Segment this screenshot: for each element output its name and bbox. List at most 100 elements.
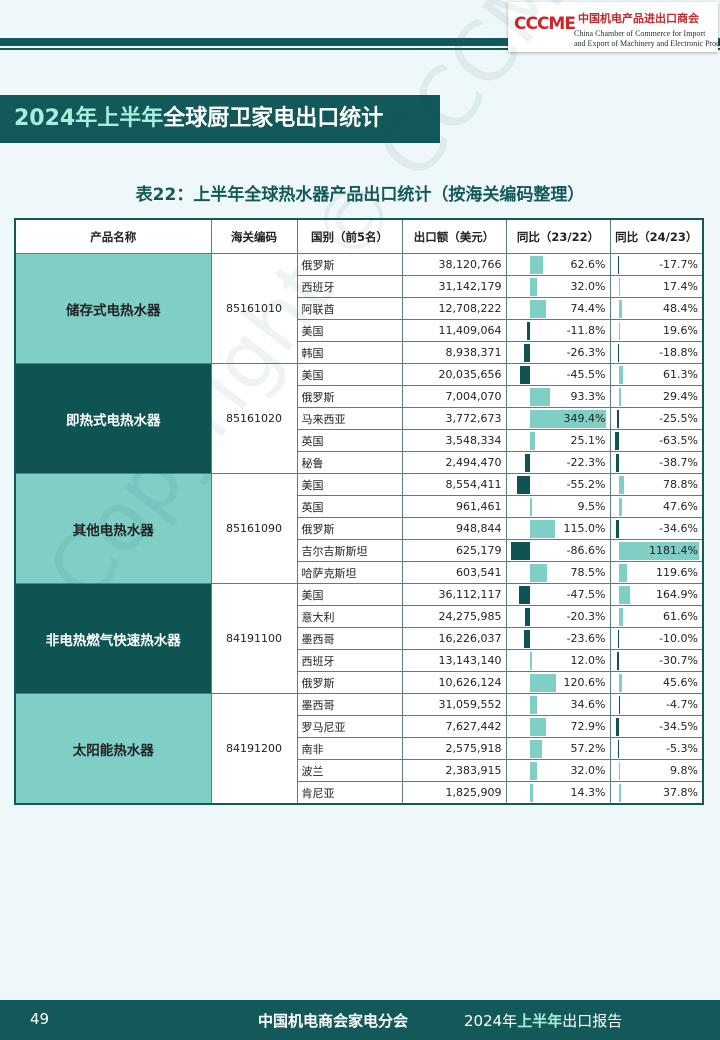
- table: 产品名称 海关编码 国别（前5名） 出口额（美元） 同比（23/22） 同比（24/23）…: [14, 218, 704, 805]
- yoy-cell: 93.3%: [505, 385, 611, 408]
- yoy-label: 32.0%: [570, 764, 606, 777]
- column-header: 国别（前5名）: [296, 218, 403, 254]
- yoy-label: -25.5%: [659, 412, 698, 425]
- export-value: 961,461: [401, 495, 507, 518]
- yoy-label: 78.5%: [570, 566, 606, 579]
- footer-org: 中国机电商会家电分会: [258, 1012, 409, 1030]
- country: 罗马尼亚: [296, 715, 403, 738]
- yoy-label: -4.7%: [666, 698, 698, 711]
- table-row: 即热式电热水器 85161020 美国 20,035,656 -45.5% 61.3%: [14, 363, 704, 474]
- yoy-cell: -10.0%: [609, 627, 704, 650]
- yoy-cell: 164.9%: [609, 583, 704, 606]
- yoy-label: 72.9%: [570, 720, 606, 733]
- footer-report: 2024年上半年出口报告: [464, 1010, 622, 1031]
- yoy-label: 74.4%: [570, 302, 606, 315]
- table-row: 俄罗斯 10,626,124 120.6% 45.6%: [15, 671, 704, 694]
- export-value: 948,844: [401, 517, 507, 540]
- data-bar: [529, 696, 538, 714]
- data-bar: [618, 630, 619, 648]
- yoy-label: -11.8%: [566, 324, 606, 337]
- data-bar: [618, 542, 700, 560]
- column-header: 同比（23/22）: [505, 218, 611, 254]
- hs-code: 85161010: [210, 253, 298, 364]
- yoy-label: 119.6%: [656, 566, 698, 579]
- yoy-label: 34.6%: [570, 698, 606, 711]
- table-row: 马来西亚 3,772,673 349.4% -25.5%: [15, 407, 704, 430]
- data-bar: [618, 762, 620, 780]
- yoy-cell: 25.1%: [505, 429, 611, 452]
- data-bar: [614, 432, 619, 450]
- yoy-label: 9.8%: [670, 764, 698, 777]
- export-value: 31,142,179: [401, 275, 507, 298]
- data-bar: [529, 718, 546, 736]
- data-bar: [618, 674, 622, 692]
- yoy-label: -86.6%: [566, 544, 606, 557]
- table-row: 墨西哥 16,226,037 -23.6% -10.0%: [15, 627, 704, 650]
- data-bar: [529, 300, 546, 318]
- export-value: 8,554,411: [401, 473, 507, 496]
- country: 美国: [296, 583, 403, 606]
- data-bar: [618, 608, 624, 626]
- data-bar: [524, 454, 530, 472]
- yoy-label: -45.5%: [566, 368, 606, 381]
- country: 韩国: [296, 341, 403, 364]
- country: 吉尔吉斯斯坦: [296, 539, 403, 562]
- yoy-cell: 74.4%: [505, 297, 611, 320]
- report-text: 2024年: [464, 1012, 518, 1030]
- data-bar: [529, 652, 533, 670]
- column-header: 同比（24/23）: [609, 218, 704, 254]
- yoy-label: 1181.4%: [649, 544, 698, 557]
- yoy-cell: 34.6%: [505, 693, 611, 716]
- yoy-cell: 32.0%: [505, 275, 611, 298]
- yoy-cell: -45.5%: [505, 363, 611, 386]
- product-name: 其他电热水器: [14, 473, 212, 584]
- data-bar: [529, 564, 547, 582]
- data-bar: [529, 784, 533, 802]
- yoy-label: -38.7%: [659, 456, 698, 469]
- yoy-label: -17.7%: [659, 258, 698, 271]
- yoy-label: -20.3%: [566, 610, 606, 623]
- country: 哈萨克斯坦: [296, 561, 403, 584]
- yoy-cell: 78.8%: [609, 473, 704, 496]
- data-bar: [616, 652, 619, 670]
- table-row: 美国 11,409,064 -11.8% 19.6%: [15, 319, 704, 342]
- table-body: 储存式电热水器 85161010 俄罗斯 38,120,766 62.6% -17.7% 西…: [14, 253, 704, 805]
- yoy-cell: 119.6%: [609, 561, 704, 584]
- yoy-cell: -4.7%: [609, 693, 704, 716]
- country: 波兰: [296, 759, 403, 782]
- yoy-label: -34.6%: [659, 522, 698, 535]
- data-bar: [529, 388, 551, 406]
- section-title: 2024年上半年全球厨卫家电出口统计: [0, 95, 440, 143]
- yoy-cell: 78.5%: [505, 561, 611, 584]
- yoy-label: 62.6%: [570, 258, 606, 271]
- data-bar: [618, 586, 631, 604]
- country: 俄罗斯: [296, 385, 403, 408]
- country: 美国: [296, 319, 403, 342]
- yoy-cell: -47.5%: [505, 583, 611, 606]
- data-bar: [616, 454, 619, 472]
- yoy-label: 37.8%: [663, 786, 698, 799]
- yoy-label: -10.0%: [659, 632, 698, 645]
- export-value: 3,772,673: [401, 407, 507, 430]
- export-value: 2,494,470: [401, 451, 507, 474]
- yoy-cell: 47.6%: [609, 495, 704, 518]
- yoy-label: -55.2%: [566, 478, 606, 491]
- country: 秘鲁: [296, 451, 403, 474]
- yoy-cell: -22.3%: [505, 451, 611, 474]
- yoy-cell: 9.8%: [609, 759, 704, 782]
- yoy-cell: 29.4%: [609, 385, 704, 408]
- yoy-label: -63.5%: [659, 434, 698, 447]
- column-header: 产品名称: [14, 218, 212, 254]
- export-value: 10,626,124: [401, 671, 507, 694]
- page-number: 49: [30, 1010, 50, 1028]
- yoy-label: 93.3%: [570, 390, 606, 403]
- yoy-cell: -55.2%: [505, 473, 611, 496]
- header-row: 产品名称 海关编码 国别（前5名） 出口额（美元） 同比（23/22） 同比（24/23）: [14, 218, 704, 254]
- country: 肯尼亚: [296, 781, 403, 805]
- yoy-cell: 62.6%: [505, 253, 611, 276]
- logo-name-en: and Export of Machinery and Electronic P…: [574, 39, 720, 48]
- table-row: 英国 3,548,334 25.1% -63.5%: [15, 429, 704, 452]
- logo-mark: CCCME: [514, 14, 576, 34]
- table-row: 意大利 24,275,985 -20.3% 61.6%: [15, 605, 704, 628]
